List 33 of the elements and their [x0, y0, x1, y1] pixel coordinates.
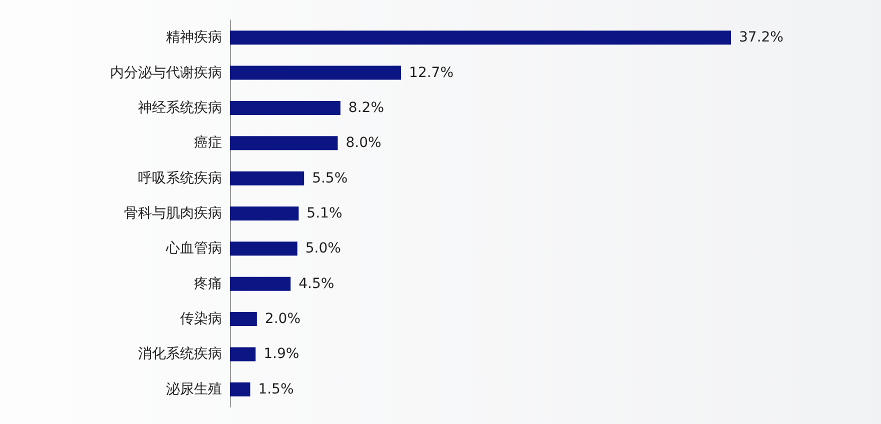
bar	[230, 100, 340, 115]
bar	[230, 206, 299, 220]
y-tick-label: 骨科与肌肉疾病	[124, 206, 222, 222]
bar	[230, 66, 402, 80]
data-label: 12.7%	[409, 64, 454, 81]
data-label: 5.5%	[312, 170, 348, 186]
y-tick-label: 精神疾病	[166, 30, 222, 46]
y-tick-label: 疼痛	[194, 276, 222, 292]
y-tick-label: 内分泌与代谢疾病	[110, 64, 222, 81]
data-label: 1.5%	[258, 381, 294, 398]
data-label: 1.9%	[264, 346, 300, 362]
data-label: 2.0%	[264, 311, 301, 328]
y-tick-label: 泌尿生殖	[166, 381, 222, 398]
y-tick-label: 心血管病	[165, 240, 222, 257]
bar	[230, 347, 256, 362]
bar	[230, 312, 257, 326]
y-tick-label: 消化系统疾病	[138, 346, 222, 362]
y-tick-label: 神经系统疾病	[138, 100, 222, 116]
data-label: 8.0%	[346, 135, 382, 152]
y-tick-label: 呼吸系统疾病	[138, 170, 222, 186]
bar	[230, 276, 291, 291]
bar	[230, 242, 298, 256]
data-label: 8.2%	[348, 100, 384, 116]
bar	[230, 171, 304, 186]
data-label: 4.5%	[298, 276, 334, 292]
bar	[230, 136, 338, 150]
data-label: 37.2%	[739, 30, 784, 46]
data-label: 5.0%	[305, 240, 341, 257]
y-tick-label: 传染病	[180, 311, 222, 328]
y-tick-label: 癌症	[194, 135, 222, 152]
bar	[230, 30, 731, 45]
bar	[230, 382, 250, 396]
data-label: 5.1%	[306, 206, 342, 222]
